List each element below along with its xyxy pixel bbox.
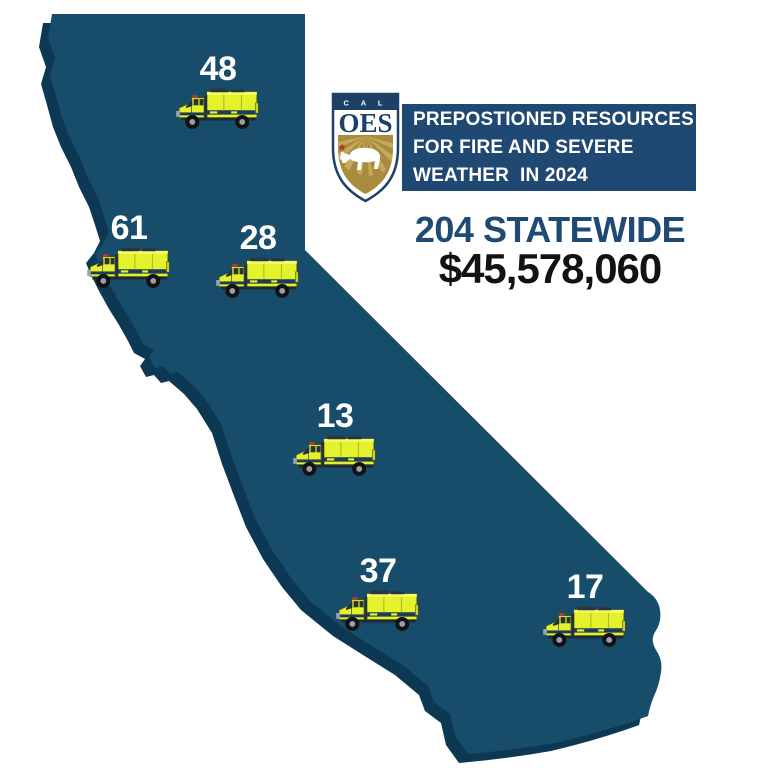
marker-count: 28 (239, 219, 277, 257)
statewide-total: 204 STATEWIDE (414, 209, 686, 250)
marker-count: 48 (199, 50, 237, 88)
california-fill (48, 14, 662, 754)
fire-engine-icon (291, 435, 379, 478)
marker-count: 17 (566, 568, 604, 606)
marker-south: 17 (530, 570, 640, 649)
star-icon (338, 143, 346, 151)
statewide-amount: $45,578,060 (438, 245, 663, 292)
marker-northwest: 61 (74, 211, 184, 290)
banner-line-3: WEATHER IN 2024 (413, 164, 588, 186)
fire-engine-icon (334, 590, 422, 633)
marker-count: 13 (316, 397, 354, 435)
marker-north: 48 (163, 52, 273, 131)
logo-cal-text: C A L (343, 99, 387, 108)
banner-line-2: FOR FIRE AND SEVERE (413, 136, 634, 158)
marker-north-inland: 28 (203, 221, 313, 300)
marker-central: 13 (280, 399, 390, 478)
fire-engine-icon (85, 247, 173, 290)
fire-engine-icon (214, 257, 302, 300)
banner-line-1: PREPOSTIONED RESOURCES (413, 108, 695, 130)
marker-south-central: 37 (323, 554, 433, 633)
marker-count: 37 (359, 552, 397, 590)
fire-engine-icon (541, 606, 629, 649)
fire-engine-icon (174, 88, 262, 131)
shield-gold-section (338, 135, 393, 194)
logo-oes-text: OES (338, 108, 392, 138)
title-banner: PREPOSTIONED RESOURCES FOR FIRE AND SEVE… (402, 104, 696, 191)
marker-count: 61 (110, 209, 148, 247)
shield-top-band (333, 94, 398, 110)
bear-icon (340, 147, 381, 170)
cal-oes-logo: C A L OES (331, 92, 400, 203)
